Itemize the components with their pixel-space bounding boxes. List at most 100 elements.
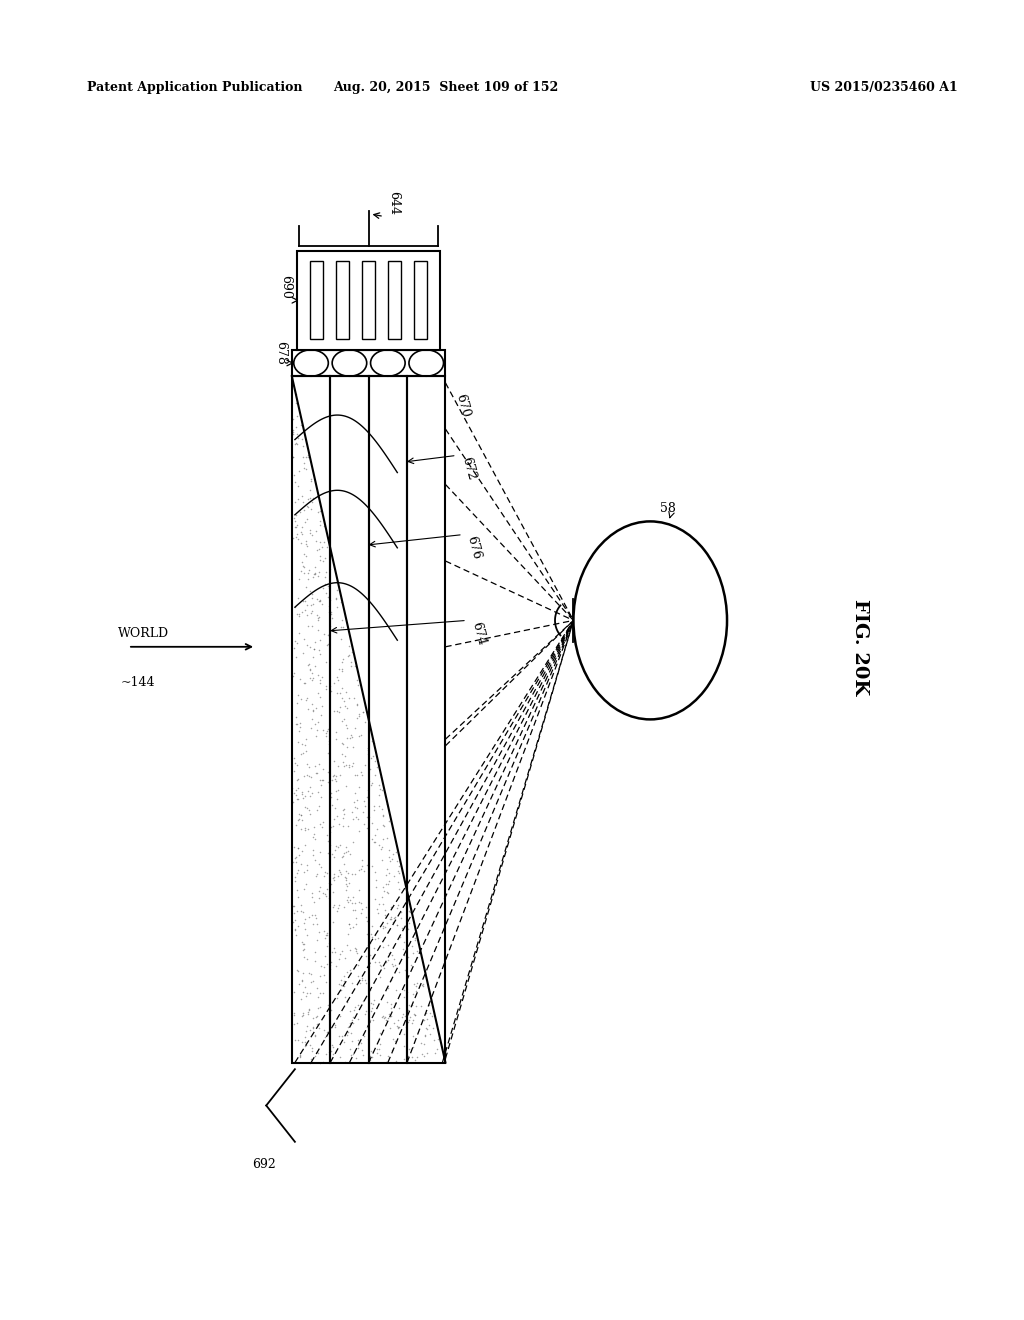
Ellipse shape xyxy=(294,350,329,376)
Point xyxy=(332,764,348,785)
Point xyxy=(337,866,353,887)
Point xyxy=(305,1007,322,1028)
Point xyxy=(313,536,330,557)
Point xyxy=(392,902,409,923)
Point xyxy=(338,727,354,748)
Point xyxy=(379,793,395,814)
Point xyxy=(317,676,334,697)
Point xyxy=(287,516,303,537)
Point xyxy=(305,700,322,721)
Point xyxy=(407,1005,423,1026)
Point xyxy=(326,751,342,772)
Point xyxy=(316,515,333,536)
Point xyxy=(389,1016,406,1038)
Point xyxy=(364,813,380,834)
Point xyxy=(421,995,437,1016)
Point xyxy=(318,953,335,974)
Point xyxy=(389,915,406,936)
Point xyxy=(314,667,331,688)
Point xyxy=(357,1001,374,1022)
Point xyxy=(364,1001,380,1022)
Point xyxy=(318,925,335,946)
Point xyxy=(400,1045,417,1067)
Point xyxy=(356,1026,373,1047)
Point xyxy=(313,857,330,878)
Point xyxy=(322,558,338,579)
Point xyxy=(371,775,387,796)
Point xyxy=(300,1003,316,1024)
Point xyxy=(349,675,366,696)
Point xyxy=(358,787,375,808)
Point xyxy=(398,917,415,939)
Point xyxy=(399,919,416,940)
Point xyxy=(313,817,330,838)
Point xyxy=(292,668,308,689)
Point xyxy=(359,911,376,932)
Point xyxy=(296,766,312,787)
Point xyxy=(307,904,324,925)
Point xyxy=(319,878,336,899)
Ellipse shape xyxy=(332,350,367,376)
Point xyxy=(366,733,382,754)
Point xyxy=(404,983,421,1005)
Point xyxy=(290,837,306,858)
Point xyxy=(288,713,304,734)
Point xyxy=(302,469,318,490)
Point xyxy=(332,1047,348,1068)
Point xyxy=(349,1008,366,1030)
Point xyxy=(339,697,355,718)
Point xyxy=(338,875,354,896)
Point xyxy=(299,924,315,945)
Point xyxy=(316,957,333,978)
Point xyxy=(290,768,306,789)
Point xyxy=(335,800,351,821)
Point xyxy=(336,690,352,711)
Point xyxy=(359,706,376,727)
Point xyxy=(374,849,390,870)
Point xyxy=(338,842,354,863)
Point xyxy=(333,616,349,638)
Point xyxy=(339,1024,355,1045)
Point xyxy=(285,446,301,467)
Point xyxy=(347,892,364,913)
Point xyxy=(307,564,324,585)
Point xyxy=(367,764,383,785)
Point xyxy=(295,788,311,809)
Point xyxy=(285,665,301,686)
Point xyxy=(403,1047,420,1068)
Point xyxy=(345,752,361,774)
Point xyxy=(378,1051,394,1072)
Point xyxy=(351,879,368,900)
Point xyxy=(387,954,403,975)
Point xyxy=(310,562,327,583)
Point xyxy=(314,577,331,598)
Point xyxy=(310,880,327,902)
Point xyxy=(388,979,404,1001)
Point xyxy=(392,908,409,929)
Point xyxy=(297,1026,313,1047)
Point xyxy=(321,595,337,616)
Point xyxy=(328,766,344,787)
Point xyxy=(316,883,333,904)
Point xyxy=(302,668,318,689)
Point xyxy=(337,746,353,767)
Point xyxy=(328,781,344,803)
Point xyxy=(353,1032,370,1053)
Point xyxy=(297,796,313,817)
Point xyxy=(353,725,370,746)
Point xyxy=(295,642,311,663)
Point xyxy=(311,539,328,560)
Point xyxy=(334,846,350,867)
Point xyxy=(298,577,314,598)
Point xyxy=(316,1027,333,1048)
Text: 670: 670 xyxy=(454,392,472,418)
Point xyxy=(418,999,434,1020)
Point xyxy=(365,746,381,767)
Point xyxy=(288,919,304,940)
Point xyxy=(326,863,342,884)
Point xyxy=(380,935,396,956)
Point xyxy=(309,589,326,610)
Point xyxy=(304,1018,321,1039)
Point xyxy=(307,941,324,962)
Point xyxy=(379,859,395,880)
